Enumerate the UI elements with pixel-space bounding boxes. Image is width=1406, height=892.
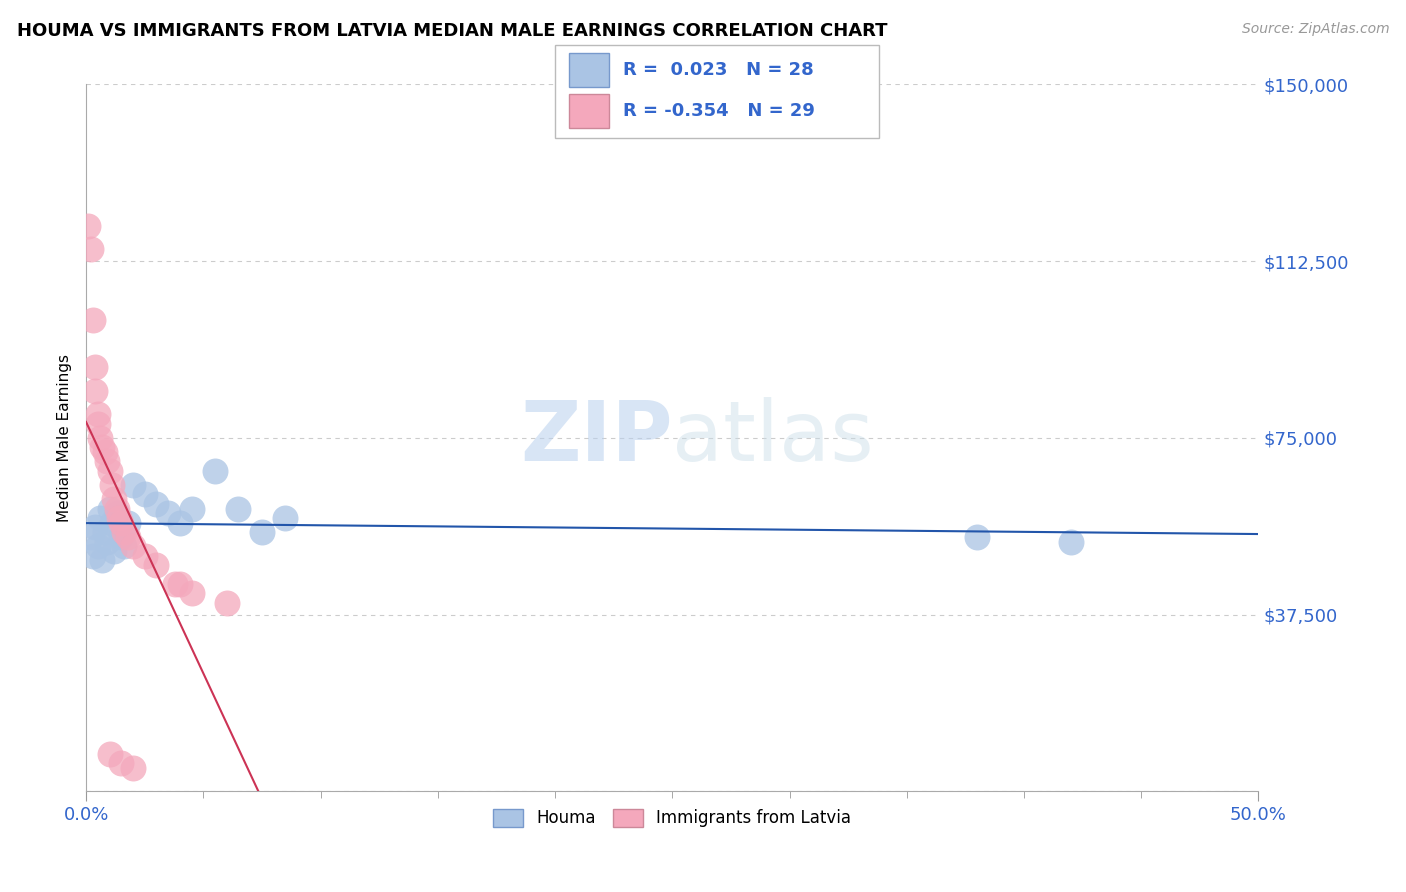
- Point: [169, 577, 191, 591]
- Point: [84, 360, 107, 375]
- Point: [228, 501, 250, 516]
- Point: [105, 501, 128, 516]
- Text: atlas: atlas: [672, 397, 875, 478]
- Point: [112, 539, 135, 553]
- Point: [250, 525, 273, 540]
- Point: [89, 431, 111, 445]
- Point: [84, 384, 107, 398]
- Point: [84, 520, 107, 534]
- Point: [91, 440, 114, 454]
- Point: [101, 478, 124, 492]
- Text: R = -0.354   N = 29: R = -0.354 N = 29: [623, 102, 814, 120]
- Text: ZIP: ZIP: [520, 397, 672, 478]
- Point: [80, 530, 103, 544]
- Text: HOUMA VS IMMIGRANTS FROM LATVIA MEDIAN MALE EARNINGS CORRELATION CHART: HOUMA VS IMMIGRANTS FROM LATVIA MEDIAN M…: [17, 22, 887, 40]
- Point: [105, 506, 128, 520]
- Point: [80, 243, 103, 257]
- Point: [122, 539, 145, 553]
- Point: [157, 506, 180, 520]
- Point: [77, 219, 100, 233]
- Point: [96, 454, 118, 468]
- Point: [94, 445, 117, 459]
- Point: [117, 516, 139, 530]
- Point: [96, 534, 118, 549]
- Point: [169, 516, 191, 530]
- Point: [101, 516, 124, 530]
- Point: [110, 516, 132, 530]
- Point: [103, 544, 125, 558]
- Point: [165, 577, 187, 591]
- Point: [966, 530, 988, 544]
- Legend: Houma, Immigrants from Latvia: Houma, Immigrants from Latvia: [486, 802, 858, 834]
- Point: [112, 525, 135, 540]
- Text: Source: ZipAtlas.com: Source: ZipAtlas.com: [1241, 22, 1389, 37]
- Point: [180, 586, 202, 600]
- Point: [134, 487, 156, 501]
- Point: [94, 525, 117, 540]
- Point: [103, 492, 125, 507]
- Point: [82, 549, 104, 563]
- Point: [98, 464, 121, 478]
- Point: [1060, 534, 1083, 549]
- Point: [204, 464, 226, 478]
- Point: [87, 539, 110, 553]
- Point: [110, 756, 132, 770]
- Point: [134, 549, 156, 563]
- Point: [98, 747, 121, 761]
- Point: [82, 313, 104, 327]
- Point: [180, 501, 202, 516]
- Point: [87, 417, 110, 431]
- Point: [145, 497, 167, 511]
- Point: [89, 511, 111, 525]
- Point: [87, 407, 110, 421]
- Point: [117, 530, 139, 544]
- Point: [215, 596, 238, 610]
- Point: [145, 558, 167, 573]
- Point: [122, 478, 145, 492]
- Point: [91, 553, 114, 567]
- Point: [274, 511, 297, 525]
- Y-axis label: Median Male Earnings: Median Male Earnings: [58, 354, 72, 522]
- Point: [110, 530, 132, 544]
- Point: [98, 501, 121, 516]
- Point: [122, 761, 145, 775]
- Point: [108, 511, 131, 525]
- Text: R =  0.023   N = 28: R = 0.023 N = 28: [623, 61, 814, 78]
